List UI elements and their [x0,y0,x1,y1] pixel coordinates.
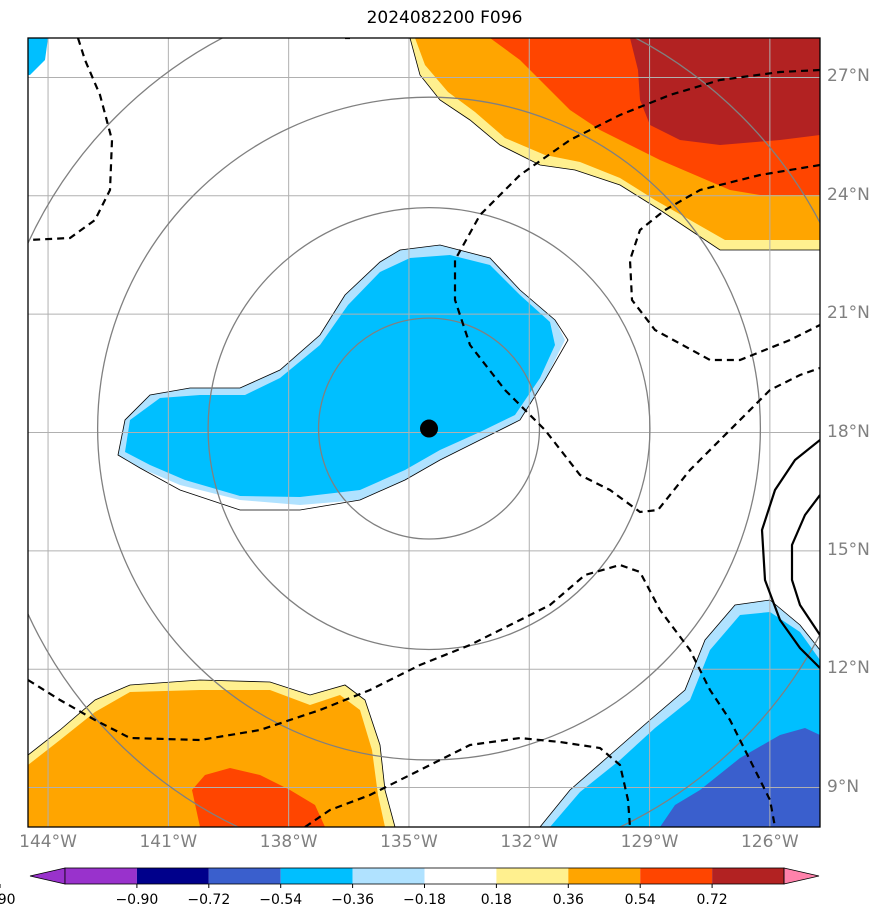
lon-tick-label: 135°W [380,832,438,852]
colorbar-segment [424,868,497,884]
lon-tick-label: 141°W [139,832,198,852]
colorbar-segment [280,868,353,884]
colorbar-segment [496,868,569,884]
range-ring [317,317,541,540]
lat-tick-label: 18°N [827,421,870,442]
lat-tick-label: 21°N [827,303,870,324]
negative-anomaly-tl [28,38,48,75]
negative-anomaly-br-dark [660,728,820,827]
lat-tick-label: 24°N [827,184,870,205]
range-ring [96,96,762,761]
dashed-contour-layer [28,38,820,827]
colorbar-segment [568,868,641,884]
lon-tick-label: 132°W [500,832,559,852]
colorbar [0,867,820,888]
colorbar-extend-min [29,867,66,885]
storm-center-marker [420,419,439,438]
colorbar-tick-label: −0.36 [331,892,375,908]
negative-anomaly-blue [125,255,555,497]
lat-tick-label: 12°N [827,658,870,679]
colorbar-tick-label: −0.54 [259,892,303,908]
colorbar-segment [208,868,281,884]
lon-tick-label: 129°W [620,832,679,852]
colorbar-tick-label: 0.54 [624,892,656,908]
range-rings-layer [28,38,820,827]
anomaly-outline-layer [28,38,820,827]
positive-anomaly-bl-orange [28,690,385,827]
lon-tick-label: 126°W [740,832,799,852]
colorbar-tick-label: −0.90 [115,892,159,908]
colorbar-tick-label: 0.72 [696,892,728,908]
map-title: 2024082200 F096 [366,8,523,28]
colorbar-tick-label: 0.36 [552,892,584,908]
colorbar-segment [352,868,425,884]
colorbar-segment [136,868,209,884]
lon-tick-label: 138°W [259,832,318,852]
colorbar-segment [712,868,784,884]
lat-tick-label: 15°N [827,539,870,560]
map-frame [27,37,821,828]
positive-anomaly-darkred [630,38,820,145]
positive-anomaly-bl-red [192,768,325,827]
colorbar-tick-label: 0.18 [480,892,512,908]
solid-contour-layer [760,439,820,669]
lon-tick-label: 144°W [19,832,77,852]
colorbar-tick-label: 0.90 [0,892,16,908]
lat-tick-label: 27°N [827,66,870,87]
colorbar-extend-max [783,867,820,885]
colorbar-tick-label: −0.72 [187,892,231,908]
range-ring [207,206,651,651]
colorbar-tick-label: −0.18 [403,892,446,908]
colorbar-segment [640,868,713,884]
colorbar-segment [65,868,137,884]
lat-tick-label: 9°N [827,776,860,797]
